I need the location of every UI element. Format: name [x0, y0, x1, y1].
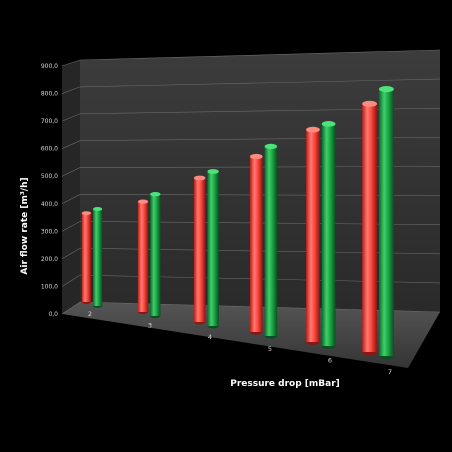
bar-top	[150, 191, 161, 197]
bar	[379, 85, 394, 360]
gridline	[61, 140, 81, 149]
gridline	[61, 274, 81, 287]
bar-body	[306, 129, 320, 342]
x-tick-label: 7	[388, 368, 392, 376]
gridline	[61, 221, 81, 232]
x-axis-title: Pressure drop [mBar]	[230, 379, 340, 389]
gridline	[61, 247, 81, 260]
bar-top	[379, 85, 394, 93]
bar-body	[81, 213, 91, 302]
bars	[81, 85, 394, 360]
gridline	[79, 78, 441, 88]
bar	[150, 191, 161, 319]
bar-body	[207, 171, 219, 326]
gridline	[61, 167, 81, 177]
bar-body	[250, 156, 263, 332]
bar-top	[306, 126, 320, 133]
y-tick-label: 600,0	[41, 146, 58, 153]
bar	[362, 100, 377, 356]
bar-top	[137, 199, 149, 204]
x-tick-label: 5	[268, 345, 272, 353]
y-tick-label: 900,0	[41, 63, 58, 70]
bar	[207, 169, 219, 329]
bar-body	[362, 103, 377, 352]
bar-top	[81, 211, 91, 216]
y-tick-label: 700,0	[41, 118, 58, 125]
bar	[93, 207, 103, 308]
bar	[193, 175, 206, 325]
x-tick-label: 3	[148, 322, 152, 330]
x-tick-label: 2	[88, 310, 92, 318]
bar	[264, 143, 278, 339]
y-tick-label: 800,0	[41, 91, 58, 98]
bar-top	[193, 175, 206, 181]
bar-body	[379, 89, 394, 356]
left-wall	[62, 60, 80, 314]
bar-top	[93, 207, 103, 211]
bar-top	[321, 120, 336, 127]
y-tick-label: 100,0	[41, 283, 58, 290]
gridline	[61, 59, 81, 67]
gridline	[79, 49, 441, 61]
y-axis-title: Air flow rate [m³/h]	[20, 177, 30, 274]
bar-body	[137, 201, 149, 312]
bar	[137, 199, 149, 315]
bar-top	[264, 143, 278, 150]
x-tick-label: 4	[208, 333, 212, 341]
x-axis-ticks: 2 3 4 5 6 7	[88, 310, 392, 376]
bar	[321, 120, 336, 349]
y-tick-label: 400,0	[41, 201, 58, 208]
floor	[62, 302, 440, 368]
bar	[250, 153, 263, 335]
bar-body	[93, 208, 103, 306]
bar-top	[250, 153, 263, 160]
y-tick-label: 200,0	[41, 256, 58, 263]
bar	[81, 211, 91, 304]
y-tick-label: 300,0	[41, 228, 58, 235]
bar-body	[321, 123, 336, 346]
y-tick-label: 500,0	[41, 173, 58, 180]
y-axis-ticks: 0,0 100,0 200,0 300,0 400,0 500,0 600,0 700,0 80…	[41, 63, 58, 318]
bar-top	[207, 169, 219, 174]
bar-top	[362, 100, 377, 107]
y-tick-label: 0,0	[48, 311, 58, 318]
bar-body	[150, 194, 161, 316]
gridline	[61, 113, 81, 122]
gridline	[61, 86, 81, 94]
gridline	[61, 194, 81, 205]
bar	[306, 126, 320, 345]
x-tick-label: 6	[328, 356, 332, 364]
bar-body	[193, 178, 206, 322]
gridline	[61, 301, 81, 315]
bar-body	[264, 146, 278, 336]
